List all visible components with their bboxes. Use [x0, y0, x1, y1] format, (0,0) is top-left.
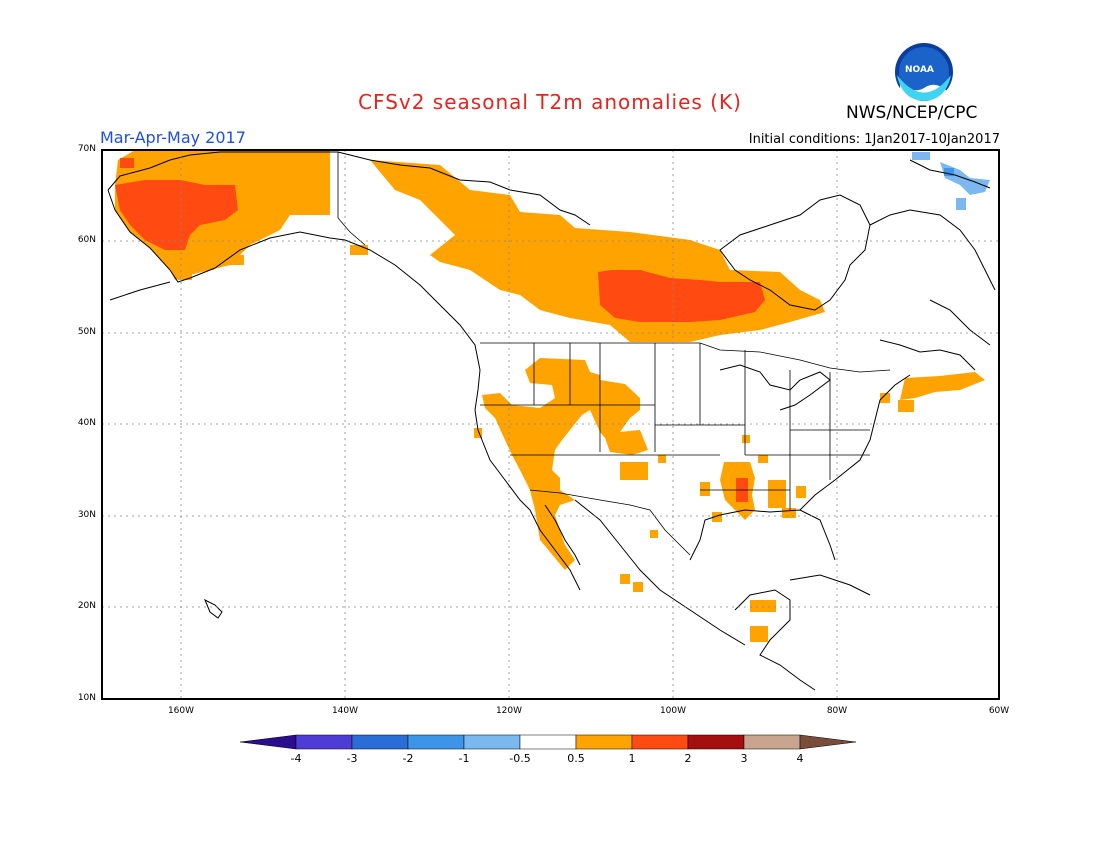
lon-label: 140W [331, 706, 359, 716]
colorbar-label: -1 [458, 752, 470, 765]
colorbar-label: -3 [346, 752, 358, 765]
coastlines [107, 151, 996, 691]
political-boundaries [337, 152, 891, 556]
colorbar-seg-7 [631, 734, 689, 750]
colorbar-label: -4 [290, 752, 302, 765]
colorbar-seg-9 [743, 734, 801, 750]
lat-label: 70N [77, 144, 96, 154]
colorbar-seg-0 [239, 734, 297, 750]
noaa-logo [895, 43, 953, 101]
lat-label: 60N [77, 235, 96, 245]
lon-label: 100W [659, 706, 687, 716]
colorbar-label: 0.5 [567, 752, 585, 765]
lon-label: 160W [167, 706, 195, 716]
anomaly-cold-strong [944, 168, 954, 176]
colorbar-seg-1 [295, 734, 353, 750]
lon-label: 80W [826, 706, 848, 716]
colorbar-label: -0.5 [509, 752, 531, 765]
colorbar [239, 734, 857, 750]
lon-label: 60W [988, 706, 1010, 716]
season-label: Mar-Apr-May 2017 [100, 128, 246, 147]
initial-conditions-label: Initial conditions: 1Jan2017-10Jan2017 [748, 132, 1000, 147]
map-frame [101, 149, 1000, 700]
lon-label: 120W [495, 706, 523, 716]
colorbar-seg-2 [351, 734, 409, 750]
colorbar-seg-8 [687, 734, 745, 750]
lat-label: 30N [77, 510, 96, 520]
colorbar-label: 2 [684, 752, 692, 765]
colorbar-label: 1 [628, 752, 636, 765]
graticule [102, 150, 999, 699]
colorbar-seg-4 [463, 734, 521, 750]
lat-label: 40N [77, 418, 96, 428]
colorbar-seg-5 [519, 734, 577, 750]
colorbar-label: -2 [402, 752, 414, 765]
colorbar-label: 3 [740, 752, 748, 765]
lat-label: 20N [77, 601, 96, 611]
colorbar-seg-3 [407, 734, 465, 750]
agency-label: NWS/NCEP/CPC [846, 103, 978, 123]
map-title: CFSv2 seasonal T2m anomalies (K) [358, 90, 742, 114]
lat-label: 10N [77, 693, 96, 703]
colorbar-seg-6 [575, 734, 633, 750]
colorbar-label: 4 [796, 752, 804, 765]
noaa-logo-text: NOAA [905, 65, 934, 75]
lat-label: 50N [77, 327, 96, 337]
colorbar-seg-10 [799, 734, 857, 750]
